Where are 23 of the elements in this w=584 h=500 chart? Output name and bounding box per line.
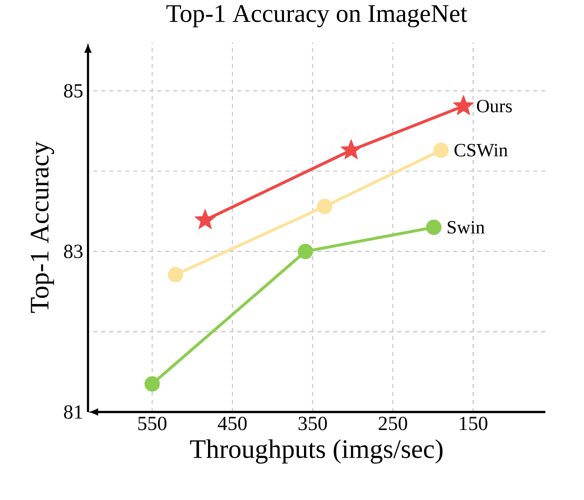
y-tick-label: 81 <box>64 405 82 419</box>
point <box>168 267 184 282</box>
point <box>453 95 474 116</box>
x-tick-label: 150 <box>460 416 488 430</box>
point <box>298 244 314 260</box>
x-tick-label: 350 <box>298 416 327 430</box>
series-label: Swin <box>448 221 485 234</box>
x-tick-label: 450 <box>218 416 247 430</box>
x-axis-title: Throughputs (imgs/sec) <box>190 439 443 464</box>
x-tick-label: 550 <box>138 416 166 430</box>
chart-title: Top-1 Accuracy on ImageNet <box>166 5 468 28</box>
series-label: CSWin <box>454 144 508 157</box>
series-label: Ours <box>476 100 512 112</box>
point <box>426 220 442 236</box>
y-tick-label: 83 <box>64 244 83 258</box>
y-axis-title: Top-1 Accuracy <box>30 141 54 313</box>
point <box>433 142 449 158</box>
point <box>317 198 332 214</box>
point <box>144 376 160 392</box>
y-tick-label: 85 <box>64 84 83 98</box>
point <box>194 209 216 230</box>
x-tick-label: 250 <box>378 416 408 430</box>
point <box>340 139 362 160</box>
